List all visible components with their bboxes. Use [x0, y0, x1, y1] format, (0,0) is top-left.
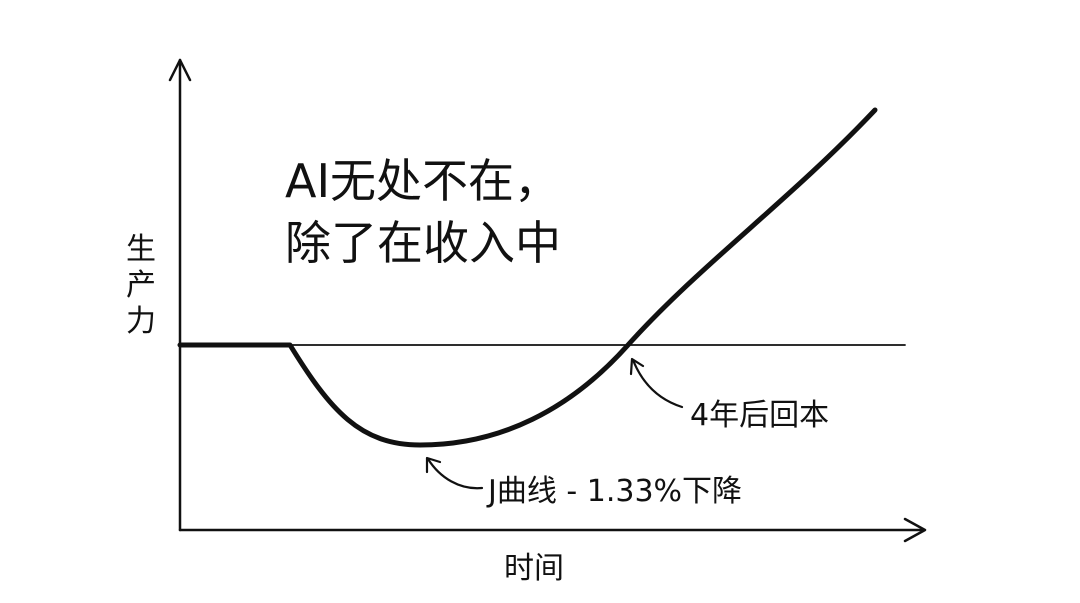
- title-line-2: 除了在收入中: [285, 216, 561, 270]
- j-curve-annotation: J曲线 - 1.33%下降: [488, 474, 743, 509]
- x-axis-label: 时间: [504, 551, 564, 586]
- payback-arrow: [631, 358, 684, 409]
- diagram-title: AI无处不在， 除了在收入中: [285, 150, 561, 274]
- payback-arrowhead: [629, 357, 645, 376]
- j-curve-arrowhead: [425, 456, 442, 474]
- title-line-1: AI无处不在，: [285, 154, 561, 208]
- x-axis-arrowhead: [903, 517, 927, 543]
- j-curve: [177, 107, 878, 448]
- j-curve-arrow: [426, 457, 484, 490]
- y-axis-label: 生产力: [126, 232, 156, 339]
- y-axis-arrowhead: [168, 58, 192, 82]
- payback-annotation: 4年后回本: [690, 398, 830, 433]
